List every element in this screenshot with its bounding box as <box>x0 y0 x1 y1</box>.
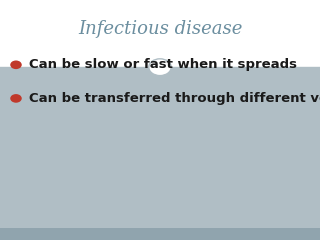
Text: Can be slow or fast when it spreads: Can be slow or fast when it spreads <box>29 58 297 71</box>
FancyBboxPatch shape <box>0 0 320 67</box>
Circle shape <box>10 94 22 103</box>
FancyBboxPatch shape <box>0 67 320 228</box>
Circle shape <box>10 60 22 69</box>
Text: Can be transferred through different vectors: Can be transferred through different vec… <box>29 92 320 105</box>
FancyBboxPatch shape <box>0 228 320 240</box>
Circle shape <box>149 59 171 76</box>
Text: Infectious disease: Infectious disease <box>78 20 242 38</box>
